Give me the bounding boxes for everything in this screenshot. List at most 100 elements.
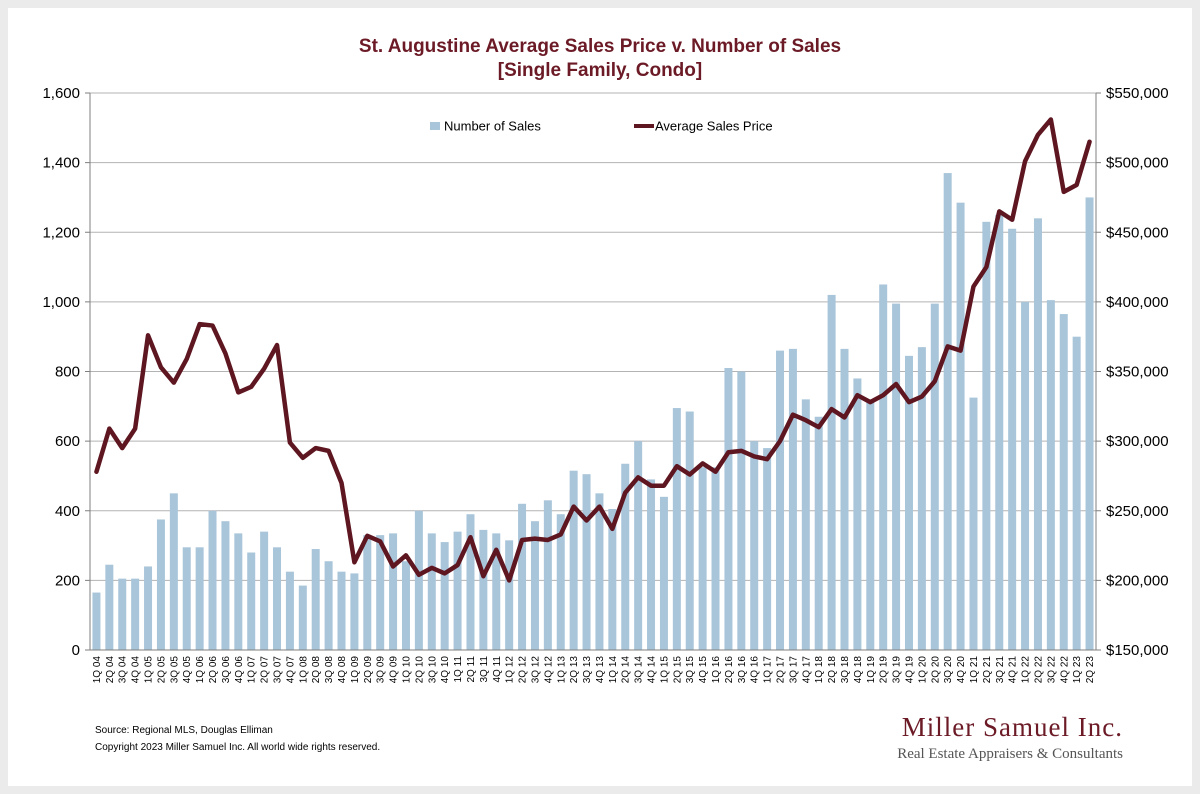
x-tick-label: 2Q 11 xyxy=(466,656,477,683)
bar-number-of-sales xyxy=(892,303,901,650)
bar-number-of-sales xyxy=(556,514,565,650)
y-left-tick-label: 200 xyxy=(55,572,80,589)
x-tick-label: 4Q 17 xyxy=(801,656,812,684)
x-tick-label: 2Q 04 xyxy=(105,656,116,684)
bar-number-of-sales xyxy=(1033,218,1042,650)
x-tick-label: 1Q 18 xyxy=(814,656,825,684)
brand-name: Miller Samuel Inc. xyxy=(902,712,1123,742)
x-tick-label: 2Q 09 xyxy=(363,656,374,684)
x-tick-label: 3Q 15 xyxy=(685,656,696,684)
bar-number-of-sales xyxy=(1021,301,1030,650)
bar-number-of-sales xyxy=(156,519,165,650)
bar-number-of-sales xyxy=(750,441,759,650)
x-tick-label: 1Q 19 xyxy=(866,656,877,684)
x-tick-label: 1Q 15 xyxy=(659,656,670,684)
bar-number-of-sales xyxy=(917,347,926,650)
bar-number-of-sales xyxy=(260,531,269,650)
bar-number-of-sales xyxy=(724,368,733,650)
bar-number-of-sales xyxy=(518,503,527,650)
bar-number-of-sales xyxy=(788,348,797,650)
x-tick-label: 1Q 09 xyxy=(350,656,361,684)
bar-number-of-sales xyxy=(285,571,294,650)
copyright-note: Copyright 2023 Miller Samuel Inc. All wo… xyxy=(95,742,380,753)
bar-number-of-sales xyxy=(543,500,552,650)
x-tick-label: 4Q 19 xyxy=(904,656,915,684)
y-right-tick-label: $450,000 xyxy=(1106,224,1169,241)
x-tick-label: 4Q 06 xyxy=(234,656,245,684)
y-right-tick-label: $400,000 xyxy=(1106,294,1169,311)
x-tick-label: 4Q 18 xyxy=(853,656,864,684)
bar-number-of-sales xyxy=(582,474,591,650)
y-axis-left-ticks: 0 200 400 600 800 1,000 1,200 1,400 1,600 xyxy=(42,85,90,659)
bar-number-of-sales xyxy=(1072,336,1081,650)
x-tick-label: 2Q 21 xyxy=(982,656,993,684)
bar-number-of-sales xyxy=(930,303,939,650)
x-tick-label: 2Q 07 xyxy=(260,656,271,684)
x-tick-label: 4Q 20 xyxy=(956,656,967,684)
x-tick-label: 1Q 20 xyxy=(917,656,928,684)
x-tick-label: 4Q 05 xyxy=(182,656,193,684)
y-left-tick-label: 1,200 xyxy=(42,224,80,241)
x-tick-label: 4Q 11 xyxy=(492,656,503,683)
chart-title: St. Augustine Average Sales Price v. Num… xyxy=(359,36,841,57)
x-tick-label: 4Q 08 xyxy=(337,656,348,684)
gridlines xyxy=(90,92,1096,651)
x-tick-label: 2Q 20 xyxy=(930,656,941,684)
bar-number-of-sales xyxy=(350,573,359,650)
x-tick-label: 3Q 13 xyxy=(582,656,593,684)
x-tick-label: 1Q 16 xyxy=(711,656,722,684)
x-tick-label: 4Q 21 xyxy=(1008,656,1019,684)
bar-number-of-sales xyxy=(453,531,462,650)
bar-number-of-sales xyxy=(414,510,423,650)
bar-number-of-sales xyxy=(440,542,449,650)
x-tick-label: 2Q 12 xyxy=(518,656,529,684)
brand-tagline: Real Estate Appraisers & Consultants xyxy=(897,746,1123,762)
x-tick-label: 3Q 19 xyxy=(892,656,903,684)
x-tick-label: 2Q 13 xyxy=(569,656,580,684)
bar-number-of-sales xyxy=(363,535,372,650)
x-tick-label: 4Q 16 xyxy=(750,656,761,684)
legend-swatch-number-of-sales xyxy=(430,122,440,130)
bar-number-of-sales xyxy=(866,399,875,650)
bar-number-of-sales xyxy=(1059,314,1068,650)
bar-number-of-sales xyxy=(827,294,836,650)
bar-number-of-sales xyxy=(621,463,630,650)
y-left-tick-label: 800 xyxy=(55,364,80,381)
legend-label-average-sales-price: Average Sales Price xyxy=(655,119,773,134)
legend-label-number-of-sales: Number of Sales xyxy=(444,119,541,134)
bar-number-of-sales xyxy=(1008,228,1017,651)
x-tick-label: 2Q 22 xyxy=(1033,656,1044,684)
y-right-tick-label: $200,000 xyxy=(1106,572,1169,589)
legend: Number of Sales Average Sales Price xyxy=(430,119,773,134)
y-left-tick-label: 1,400 xyxy=(42,155,80,172)
x-tick-label: 4Q 14 xyxy=(647,656,658,684)
bar-number-of-sales xyxy=(247,552,256,650)
line-average-sales-price xyxy=(94,117,1092,583)
x-tick-label: 1Q 21 xyxy=(969,656,980,684)
bar-number-of-sales xyxy=(234,533,243,650)
x-tick-label: 2Q 23 xyxy=(1085,656,1096,684)
x-tick-label: 2Q 14 xyxy=(621,656,632,684)
y-axis-right-ticks: $150,000 $200,000 $250,000 $300,000 $350,000… xyxy=(1096,85,1169,659)
bar-number-of-sales xyxy=(195,547,204,650)
x-tick-label: 1Q 10 xyxy=(401,656,412,684)
x-tick-label: 2Q 17 xyxy=(776,656,787,684)
bar-number-of-sales xyxy=(672,408,681,650)
bar-number-of-sales xyxy=(105,564,114,650)
bar-number-of-sales xyxy=(298,585,307,650)
x-tick-label: 4Q 09 xyxy=(389,656,400,684)
bar-number-of-sales xyxy=(131,578,140,650)
y-right-tick-label: $550,000 xyxy=(1106,85,1169,102)
x-tick-label: 3Q 12 xyxy=(530,656,541,684)
x-tick-label: 1Q 07 xyxy=(247,656,258,684)
x-tick-label: 3Q 18 xyxy=(840,656,851,684)
x-tick-label: 3Q 14 xyxy=(634,656,645,684)
y-right-tick-label: $150,000 xyxy=(1106,642,1169,659)
bar-number-of-sales xyxy=(879,284,888,650)
chart: St. Augustine Average Sales Price v. Num… xyxy=(42,36,1169,762)
y-right-tick-label: $250,000 xyxy=(1106,503,1169,520)
x-tick-label: 1Q 17 xyxy=(763,656,774,684)
y-right-tick-label: $300,000 xyxy=(1106,433,1169,450)
bar-number-of-sales xyxy=(814,416,823,650)
bar-number-of-sales xyxy=(208,510,217,650)
